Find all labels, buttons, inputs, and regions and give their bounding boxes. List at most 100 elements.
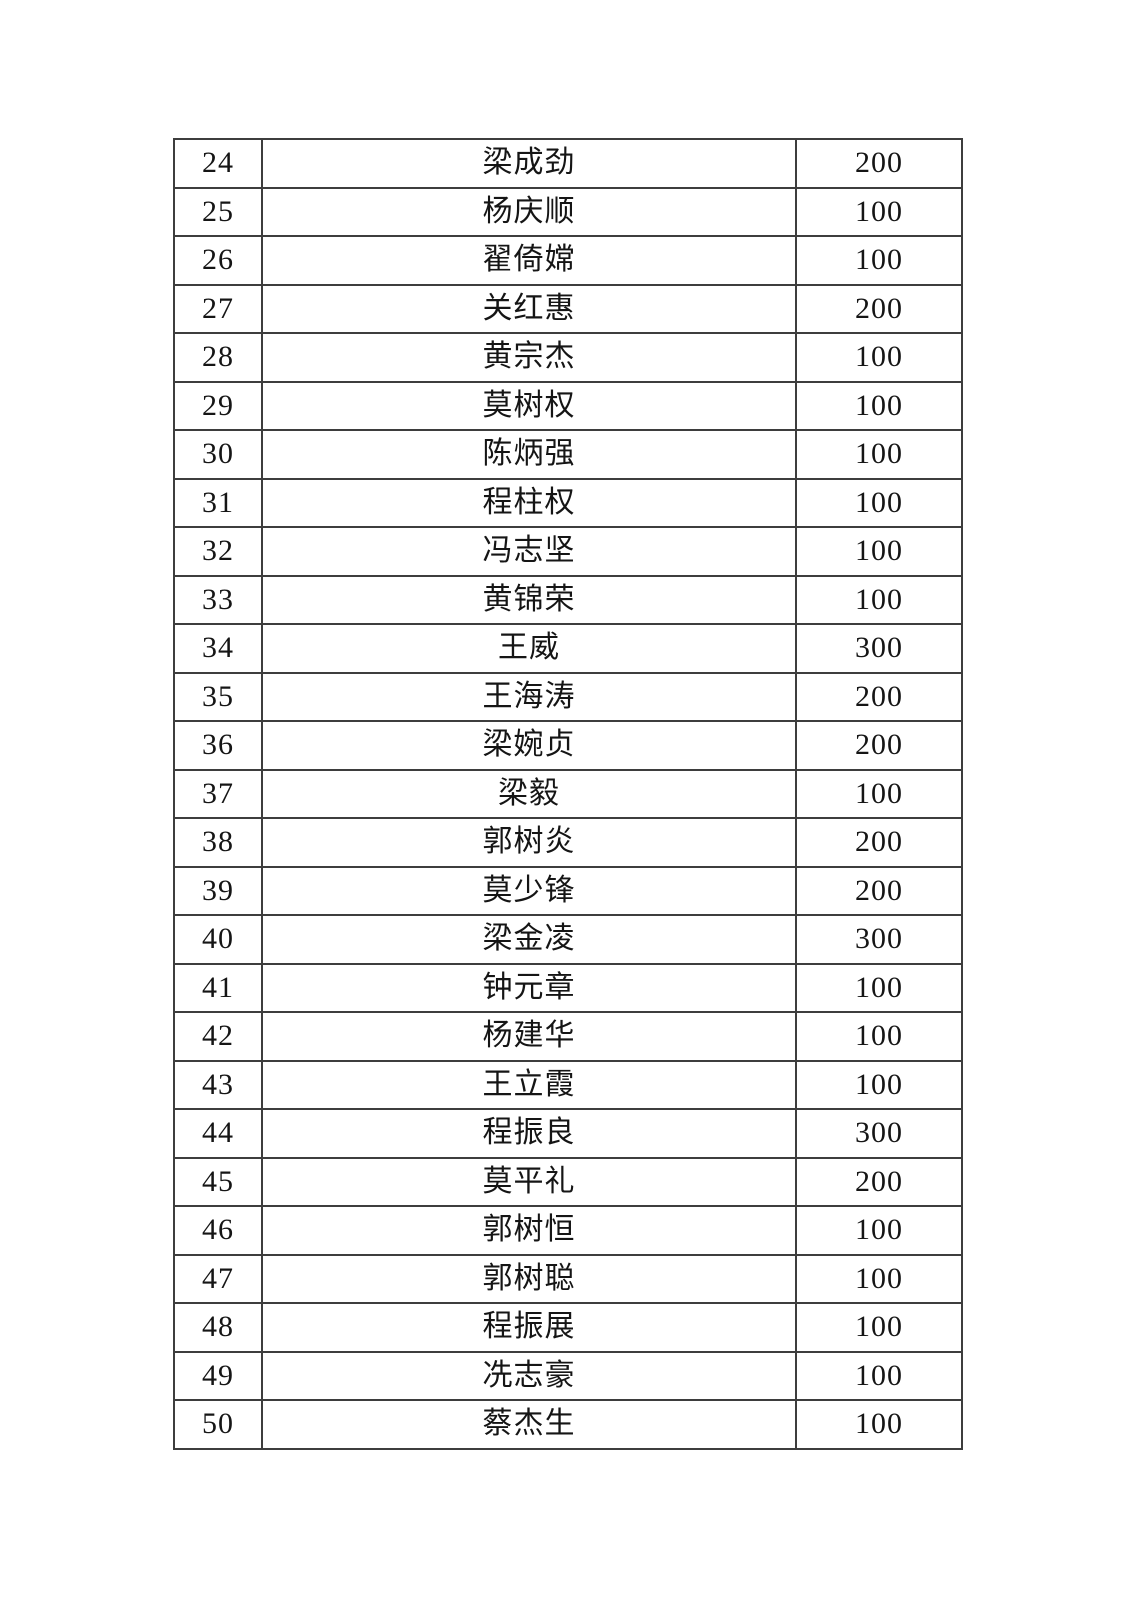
amount-cell: 100 [795,1302,963,1353]
amount-cell: 100 [795,526,963,577]
row-number-cell: 44 [173,1108,263,1159]
name-cell: 冯志坚 [261,526,797,577]
table-row: 42 杨建华 100 [173,1011,963,1062]
name-cell: 郭树炎 [261,817,797,868]
amount-cell: 200 [795,865,963,916]
amount-cell: 100 [795,429,963,480]
name-cell: 王立霞 [261,1059,797,1110]
amount-cell: 100 [795,1011,963,1062]
row-number-cell: 31 [173,477,263,528]
row-number-cell: 47 [173,1253,263,1304]
row-number-cell: 41 [173,962,263,1013]
row-number-cell: 29 [173,380,263,431]
table-body: 24 梁成劲 200 25 杨庆顺 100 26 翟倚嫦 100 27 关红惠 … [173,138,963,1450]
table-row: 48 程振展 100 [173,1302,963,1353]
row-number-cell: 39 [173,865,263,916]
table-row: 36 梁婉贞 200 [173,720,963,771]
name-cell: 陈炳强 [261,429,797,480]
name-cell: 程柱权 [261,477,797,528]
name-cell: 王威 [261,623,797,674]
amount-cell: 100 [795,477,963,528]
row-number-cell: 40 [173,914,263,965]
table-row: 28 黄宗杰 100 [173,332,963,383]
amount-cell: 100 [795,1059,963,1110]
name-cell: 梁金凌 [261,914,797,965]
table-row: 31 程柱权 100 [173,477,963,528]
row-number-cell: 37 [173,768,263,819]
table-row: 45 莫平礼 200 [173,1156,963,1207]
row-number-cell: 50 [173,1399,263,1450]
amount-cell: 100 [795,235,963,286]
name-cell: 郭树聪 [261,1253,797,1304]
name-cell: 杨建华 [261,1011,797,1062]
name-cell: 梁毅 [261,768,797,819]
amount-cell: 300 [795,623,963,674]
name-cell: 程振展 [261,1302,797,1353]
name-cell: 翟倚嫦 [261,235,797,286]
table-row: 49 冼志豪 100 [173,1350,963,1401]
row-number-cell: 46 [173,1205,263,1256]
name-cell: 蔡杰生 [261,1399,797,1450]
name-cell: 黄宗杰 [261,332,797,383]
table-row: 29 莫树权 100 [173,380,963,431]
amount-cell: 100 [795,332,963,383]
table-row: 38 郭树炎 200 [173,817,963,868]
amount-cell: 100 [795,1399,963,1450]
row-number-cell: 27 [173,283,263,334]
name-cell: 关红惠 [261,283,797,334]
amount-cell: 200 [795,671,963,722]
table-row: 26 翟倚嫦 100 [173,235,963,286]
amount-cell: 100 [795,380,963,431]
row-number-cell: 33 [173,574,263,625]
name-cell: 王海涛 [261,671,797,722]
table-row: 40 梁金凌 300 [173,914,963,965]
row-number-cell: 26 [173,235,263,286]
table-row: 39 莫少锋 200 [173,865,963,916]
row-number-cell: 24 [173,138,263,189]
table-row: 43 王立霞 100 [173,1059,963,1110]
name-cell: 钟元章 [261,962,797,1013]
amount-cell: 100 [795,962,963,1013]
table-row: 34 王威 300 [173,623,963,674]
name-cell: 莫树权 [261,380,797,431]
amount-cell: 100 [795,1205,963,1256]
name-cell: 冼志豪 [261,1350,797,1401]
row-number-cell: 32 [173,526,263,577]
row-number-cell: 38 [173,817,263,868]
table-row: 30 陈炳强 100 [173,429,963,480]
amount-cell: 100 [795,768,963,819]
amount-cell: 100 [795,1253,963,1304]
name-cell: 梁成劲 [261,138,797,189]
table-row: 35 王海涛 200 [173,671,963,722]
row-number-cell: 30 [173,429,263,480]
name-cell: 莫少锋 [261,865,797,916]
name-cell: 莫平礼 [261,1156,797,1207]
row-number-cell: 48 [173,1302,263,1353]
name-cell: 黄锦荣 [261,574,797,625]
table-row: 24 梁成劲 200 [173,138,963,189]
amount-cell: 100 [795,574,963,625]
table-row: 25 杨庆顺 100 [173,186,963,237]
row-number-cell: 35 [173,671,263,722]
row-number-cell: 43 [173,1059,263,1110]
amount-cell: 100 [795,186,963,237]
amount-cell: 200 [795,720,963,771]
amount-cell: 300 [795,914,963,965]
amount-cell: 200 [795,283,963,334]
table-row: 47 郭树聪 100 [173,1253,963,1304]
table-row: 41 钟元章 100 [173,962,963,1013]
row-number-cell: 25 [173,186,263,237]
table-row: 33 黄锦荣 100 [173,574,963,625]
table-row: 44 程振良 300 [173,1108,963,1159]
name-cell: 梁婉贞 [261,720,797,771]
amount-cell: 300 [795,1108,963,1159]
row-number-cell: 49 [173,1350,263,1401]
amount-cell: 200 [795,817,963,868]
name-cell: 郭树恒 [261,1205,797,1256]
amount-cell: 200 [795,138,963,189]
row-number-cell: 28 [173,332,263,383]
row-number-cell: 34 [173,623,263,674]
name-amount-table: 24 梁成劲 200 25 杨庆顺 100 26 翟倚嫦 100 27 关红惠 … [173,138,963,1450]
table-row: 32 冯志坚 100 [173,526,963,577]
table-row: 46 郭树恒 100 [173,1205,963,1256]
